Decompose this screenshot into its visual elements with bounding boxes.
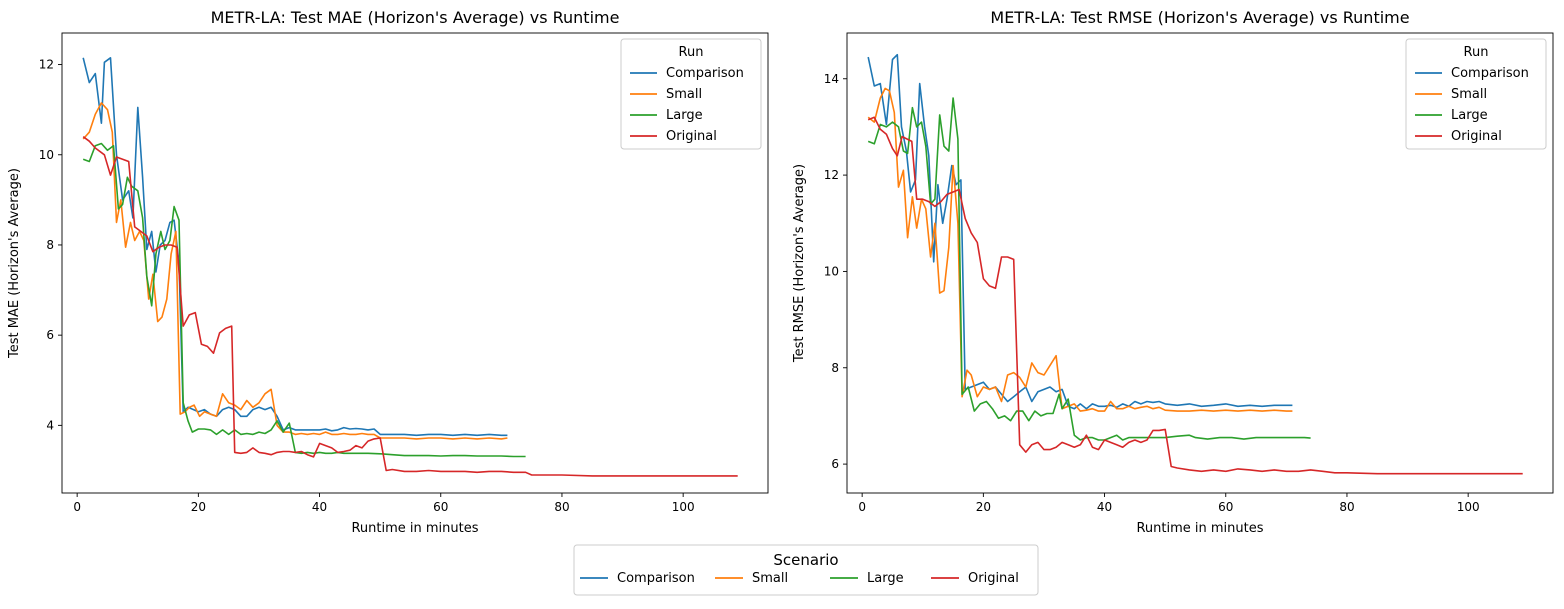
mae-plot-frame bbox=[61, 32, 769, 494]
mae-legend-label-small: Small bbox=[666, 87, 702, 102]
mae-chart-panel: METR-LA: Test MAE (Horizon's Average) vs… bbox=[7, 8, 769, 536]
rmse-x-tick-label: 80 bbox=[1339, 500, 1354, 514]
mae-x-tick-label: 60 bbox=[433, 500, 448, 514]
rmse-y-tick-label: 8 bbox=[831, 361, 839, 375]
mae-series-line-original bbox=[82, 136, 738, 477]
rmse-y-tick-label: 10 bbox=[824, 264, 839, 278]
rmse-x-tick-label: 100 bbox=[1457, 500, 1480, 514]
rmse-y-tick-label: 6 bbox=[831, 457, 839, 471]
rmse-series-line-small bbox=[867, 87, 1293, 412]
rmse-y-tick-label: 12 bbox=[824, 168, 839, 182]
rmse-x-tick-label: 60 bbox=[1218, 500, 1233, 514]
rmse-run-legend: Run Comparison Small Large Original bbox=[1405, 38, 1547, 150]
mae-x-tick-label: 0 bbox=[73, 500, 81, 514]
rmse-series-line-large bbox=[867, 97, 1311, 441]
rmse-x-axis-label: Runtime in minutes bbox=[1136, 521, 1263, 536]
rmse-chart-title: METR-LA: Test RMSE (Horizon's Average) v… bbox=[990, 8, 1409, 27]
mae-series-line-comparison bbox=[82, 56, 508, 437]
scenario-legend-title: Scenario bbox=[773, 551, 838, 569]
scenario-legend-box bbox=[573, 544, 1039, 596]
rmse-series-line-original bbox=[867, 116, 1523, 475]
mae-x-axis-label: Runtime in minutes bbox=[351, 521, 478, 536]
mae-series-line-large bbox=[82, 142, 526, 458]
mae-y-tick-label: 6 bbox=[46, 328, 54, 342]
mae-series-line-small bbox=[82, 102, 508, 440]
rmse-plot-frame bbox=[846, 32, 1554, 494]
mae-x-tick-label: 100 bbox=[672, 500, 695, 514]
mae-legend-title: Run bbox=[679, 45, 704, 60]
mae-legend-label-comparison: Comparison bbox=[666, 66, 744, 81]
mae-legend-label-original: Original bbox=[666, 129, 717, 144]
mae-chart-title: METR-LA: Test MAE (Horizon's Average) vs… bbox=[211, 8, 620, 27]
rmse-legend-label-comparison: Comparison bbox=[1451, 66, 1529, 81]
mae-x-tick-label: 80 bbox=[554, 500, 569, 514]
rmse-chart-panel: METR-LA: Test RMSE (Horizon's Average) v… bbox=[792, 8, 1554, 536]
mae-x-tick-label: 40 bbox=[312, 500, 327, 514]
mae-y-axis-label: Test MAE (Horizon's Average) bbox=[7, 168, 22, 359]
rmse-series-line-comparison bbox=[867, 53, 1293, 410]
scenario-legend: Scenario Comparison Small Large Original bbox=[573, 544, 1039, 596]
rmse-x-tick-label: 40 bbox=[1097, 500, 1112, 514]
mae-x-tick-label: 20 bbox=[191, 500, 206, 514]
rmse-x-tick-label: 0 bbox=[858, 500, 866, 514]
mae-legend-label-large: Large bbox=[666, 108, 703, 123]
scenario-legend-label-large: Large bbox=[867, 571, 904, 586]
rmse-legend-label-small: Small bbox=[1451, 87, 1487, 102]
rmse-legend-title: Run bbox=[1464, 45, 1489, 60]
scenario-legend-label-small: Small bbox=[752, 571, 788, 586]
rmse-legend-label-large: Large bbox=[1451, 108, 1488, 123]
mae-legend-box bbox=[620, 38, 762, 150]
mae-run-legend: Run Comparison Small Large Original bbox=[620, 38, 762, 150]
scenario-legend-label-original: Original bbox=[968, 571, 1019, 586]
mae-y-tick-label: 10 bbox=[39, 148, 54, 162]
scenario-legend-label-comparison: Comparison bbox=[617, 571, 695, 586]
rmse-y-axis-label: Test RMSE (Horizon's Average) bbox=[792, 164, 807, 363]
rmse-legend-box bbox=[1405, 38, 1547, 150]
mae-y-tick-label: 4 bbox=[46, 418, 54, 432]
rmse-x-tick-label: 20 bbox=[976, 500, 991, 514]
mae-y-tick-label: 8 bbox=[46, 238, 54, 252]
rmse-y-tick-label: 14 bbox=[824, 72, 839, 86]
mae-y-tick-label: 12 bbox=[39, 58, 54, 72]
rmse-legend-label-original: Original bbox=[1451, 129, 1502, 144]
